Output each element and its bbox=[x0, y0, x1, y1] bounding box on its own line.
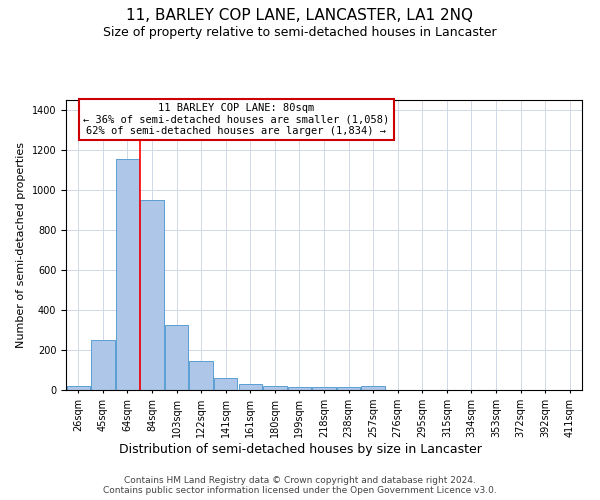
Text: 11, BARLEY COP LANE, LANCASTER, LA1 2NQ: 11, BARLEY COP LANE, LANCASTER, LA1 2NQ bbox=[127, 8, 473, 22]
Text: 11 BARLEY COP LANE: 80sqm
← 36% of semi-detached houses are smaller (1,058)
62% : 11 BARLEY COP LANE: 80sqm ← 36% of semi-… bbox=[83, 103, 389, 136]
Text: Size of property relative to semi-detached houses in Lancaster: Size of property relative to semi-detach… bbox=[103, 26, 497, 39]
Bar bbox=[91, 340, 115, 390]
Bar bbox=[67, 386, 90, 390]
Bar bbox=[263, 386, 287, 390]
Bar bbox=[361, 386, 385, 390]
Y-axis label: Number of semi-detached properties: Number of semi-detached properties bbox=[16, 142, 26, 348]
Bar bbox=[313, 387, 335, 390]
Bar bbox=[288, 387, 311, 390]
Bar bbox=[140, 200, 164, 390]
Bar bbox=[165, 325, 188, 390]
Text: Distribution of semi-detached houses by size in Lancaster: Distribution of semi-detached houses by … bbox=[119, 442, 481, 456]
Text: Contains HM Land Registry data © Crown copyright and database right 2024.
Contai: Contains HM Land Registry data © Crown c… bbox=[103, 476, 497, 495]
Bar bbox=[116, 159, 139, 390]
Bar bbox=[214, 378, 238, 390]
Bar bbox=[337, 387, 360, 390]
Bar bbox=[190, 361, 213, 390]
Bar bbox=[239, 384, 262, 390]
